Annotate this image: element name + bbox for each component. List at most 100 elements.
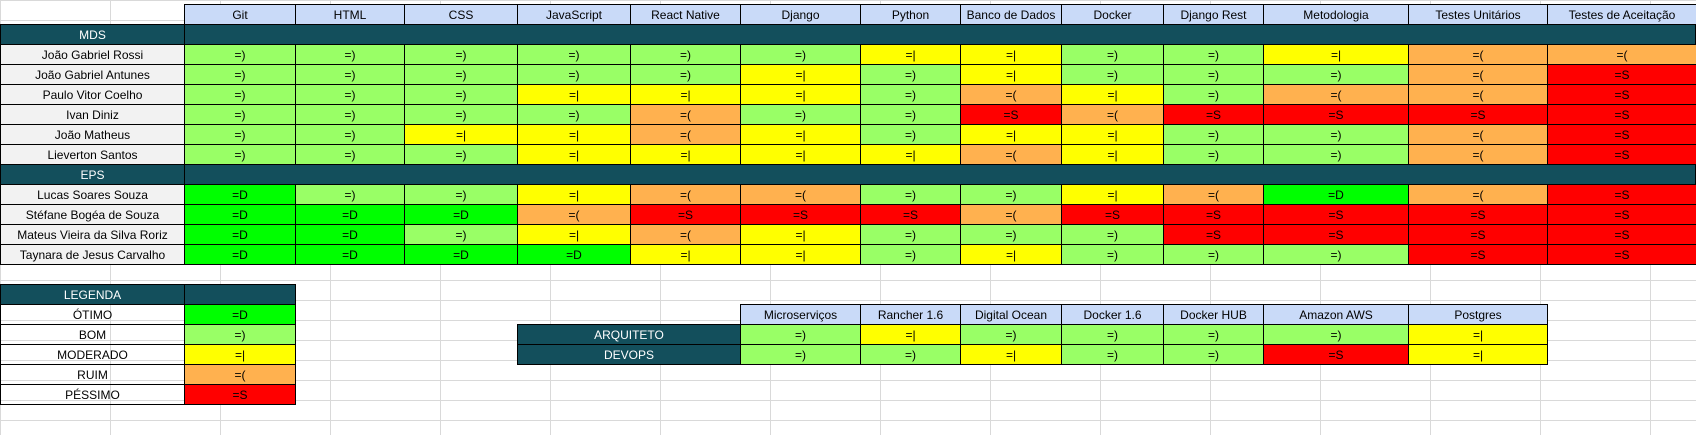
- role-column-header[interactable]: Microserviços: [740, 304, 861, 325]
- section-label[interactable]: EPS: [0, 164, 185, 185]
- role-rating-cell[interactable]: =): [740, 324, 861, 345]
- rating-cell[interactable]: =D: [184, 224, 296, 245]
- row-name[interactable]: Ivan Diniz: [0, 104, 185, 125]
- rating-cell[interactable]: =): [1061, 224, 1164, 245]
- rating-cell[interactable]: =): [295, 124, 405, 145]
- rating-cell[interactable]: =|: [517, 224, 631, 245]
- rating-cell[interactable]: =): [295, 64, 405, 85]
- rating-cell[interactable]: =): [740, 104, 861, 125]
- rating-cell[interactable]: =|: [1061, 144, 1164, 165]
- role-rating-cell[interactable]: =): [960, 324, 1062, 345]
- rating-cell[interactable]: =S: [1547, 224, 1696, 245]
- rating-cell[interactable]: =|: [1263, 44, 1409, 65]
- rating-cell[interactable]: =(: [630, 124, 741, 145]
- rating-cell[interactable]: =(: [1408, 44, 1548, 65]
- rating-cell[interactable]: =D: [184, 184, 296, 205]
- rating-cell[interactable]: =|: [740, 84, 861, 105]
- rating-cell[interactable]: =|: [740, 64, 861, 85]
- rating-cell[interactable]: =|: [517, 184, 631, 205]
- rating-cell[interactable]: =|: [1061, 184, 1164, 205]
- rating-cell[interactable]: =|: [630, 144, 741, 165]
- rating-cell[interactable]: =): [860, 244, 961, 265]
- row-name[interactable]: Mateus Vieira da Silva Roriz: [0, 224, 185, 245]
- role-rating-cell[interactable]: =): [1163, 324, 1264, 345]
- rating-cell[interactable]: =(: [630, 224, 741, 245]
- rating-cell[interactable]: =): [517, 44, 631, 65]
- legend-swatch[interactable]: =D: [184, 304, 296, 325]
- rating-cell[interactable]: =): [295, 184, 405, 205]
- rating-cell[interactable]: =(: [960, 84, 1062, 105]
- rating-cell[interactable]: =): [404, 184, 518, 205]
- rating-cell[interactable]: =S: [1061, 204, 1164, 225]
- row-name[interactable]: Lieverton Santos: [0, 144, 185, 165]
- rating-cell[interactable]: =): [860, 224, 961, 245]
- row-name[interactable]: João Gabriel Rossi: [0, 44, 185, 65]
- rating-cell[interactable]: =): [740, 44, 861, 65]
- rating-cell[interactable]: =(: [1408, 84, 1548, 105]
- rating-cell[interactable]: =(: [1547, 44, 1696, 65]
- rating-cell[interactable]: =S: [1547, 204, 1696, 225]
- rating-cell[interactable]: =): [295, 104, 405, 125]
- rating-cell[interactable]: =|: [960, 124, 1062, 145]
- rating-cell[interactable]: =|: [740, 124, 861, 145]
- rating-cell[interactable]: =|: [404, 124, 518, 145]
- rating-cell[interactable]: =D: [404, 244, 518, 265]
- rating-cell[interactable]: =D: [184, 204, 296, 225]
- rating-cell[interactable]: =S: [1547, 124, 1696, 145]
- rating-cell[interactable]: =): [630, 64, 741, 85]
- row-name[interactable]: Paulo Vitor Coelho: [0, 84, 185, 105]
- rating-cell[interactable]: =D: [184, 244, 296, 265]
- rating-cell[interactable]: =(: [1263, 84, 1409, 105]
- role-column-header[interactable]: Docker 1.6: [1061, 304, 1164, 325]
- rating-cell[interactable]: =): [1163, 244, 1264, 265]
- rating-cell[interactable]: =): [1163, 64, 1264, 85]
- rating-cell[interactable]: =): [860, 84, 961, 105]
- rating-cell[interactable]: =S: [1408, 244, 1548, 265]
- column-header[interactable]: Testes Unitários: [1408, 4, 1548, 25]
- rating-cell[interactable]: =): [1061, 44, 1164, 65]
- rating-cell[interactable]: =): [184, 144, 296, 165]
- column-header[interactable]: JavaScript: [517, 4, 631, 25]
- rating-cell[interactable]: =(: [960, 144, 1062, 165]
- role-rating-cell[interactable]: =|: [1408, 324, 1548, 345]
- rating-cell[interactable]: =D: [1263, 184, 1409, 205]
- role-column-header[interactable]: Amazon AWS: [1263, 304, 1409, 325]
- legend-label[interactable]: ÓTIMO: [0, 304, 185, 325]
- rating-cell[interactable]: =): [404, 64, 518, 85]
- column-header[interactable]: Python: [860, 4, 961, 25]
- rating-cell[interactable]: =(: [1163, 184, 1264, 205]
- row-name[interactable]: Stéfane Bogéa de Souza: [0, 204, 185, 225]
- role-name[interactable]: ARQUITETO: [517, 324, 741, 345]
- legend-swatch[interactable]: =S: [184, 384, 296, 405]
- rating-cell[interactable]: =(: [630, 184, 741, 205]
- rating-cell[interactable]: =): [1163, 124, 1264, 145]
- rating-cell[interactable]: =): [295, 84, 405, 105]
- legend-swatch[interactable]: =(: [184, 364, 296, 385]
- legend-swatch[interactable]: =): [184, 324, 296, 345]
- role-column-header[interactable]: Rancher 1.6: [860, 304, 961, 325]
- role-rating-cell[interactable]: =S: [1263, 344, 1409, 365]
- rating-cell[interactable]: =): [404, 144, 518, 165]
- rating-cell[interactable]: =D: [295, 204, 405, 225]
- role-rating-cell[interactable]: =): [860, 344, 961, 365]
- rating-cell[interactable]: =S: [1163, 104, 1264, 125]
- row-name[interactable]: Taynara de Jesus Carvalho: [0, 244, 185, 265]
- column-header[interactable]: Testes de Aceitação: [1547, 4, 1696, 25]
- rating-cell[interactable]: =(: [1408, 124, 1548, 145]
- rating-cell[interactable]: =): [404, 44, 518, 65]
- column-header[interactable]: CSS: [404, 4, 518, 25]
- role-column-header[interactable]: Docker HUB: [1163, 304, 1264, 325]
- rating-cell[interactable]: =): [404, 104, 518, 125]
- rating-cell[interactable]: =(: [1408, 64, 1548, 85]
- rating-cell[interactable]: =): [184, 84, 296, 105]
- rating-cell[interactable]: =D: [295, 224, 405, 245]
- legend-label[interactable]: MODERADO: [0, 344, 185, 365]
- rating-cell[interactable]: =(: [1408, 184, 1548, 205]
- rating-cell[interactable]: =): [1163, 144, 1264, 165]
- rating-cell[interactable]: =S: [1163, 224, 1264, 245]
- column-header[interactable]: Git: [184, 4, 296, 25]
- rating-cell[interactable]: =): [184, 44, 296, 65]
- rating-cell[interactable]: =(: [630, 104, 741, 125]
- rating-cell[interactable]: =|: [960, 44, 1062, 65]
